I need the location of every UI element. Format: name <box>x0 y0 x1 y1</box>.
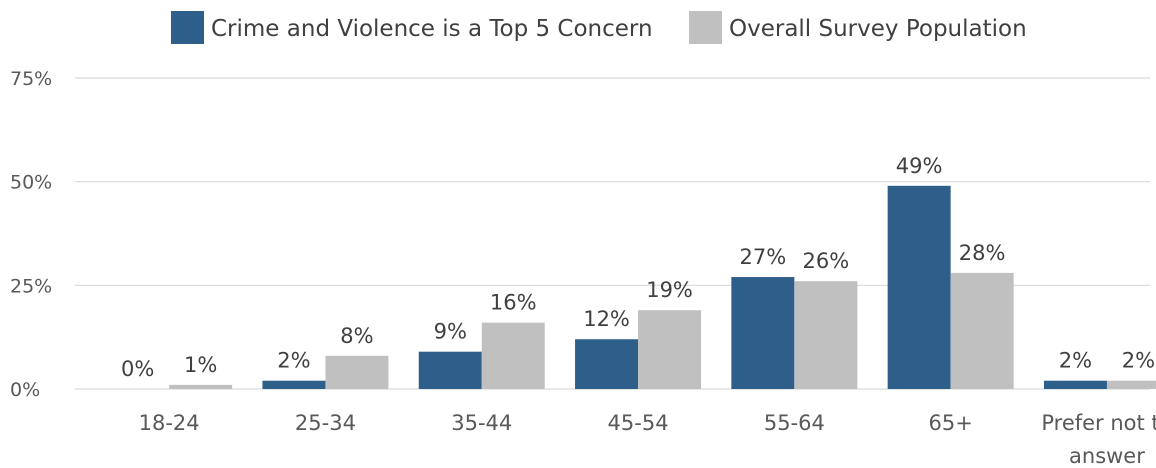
data-label: 16% <box>490 291 537 315</box>
bar-concern <box>887 185 951 389</box>
y-tick-label: 25% <box>10 275 52 297</box>
bar-concern <box>262 380 326 389</box>
data-label: 9% <box>434 320 467 344</box>
data-label: 1% <box>184 353 217 377</box>
legend-swatch <box>171 11 204 44</box>
bar-concern <box>418 351 482 389</box>
data-label: 2% <box>277 349 310 373</box>
data-label: 19% <box>646 278 693 302</box>
data-label: 27% <box>740 245 787 269</box>
x-axis-categories: 18-24 25-34 35-44 45-54 55-64 65+ Prefer not t… <box>139 411 1156 468</box>
data-label: 2% <box>1059 349 1092 373</box>
x-category-label: 35-44 <box>451 411 512 435</box>
bars <box>169 185 1156 389</box>
x-category-label: 65+ <box>928 411 972 435</box>
data-labels: 0% 1% 2% 8% 9% 16% 12% 19% 27% 26% 49% 28% 2% 2% <box>121 154 1155 381</box>
bar-overall <box>950 272 1014 389</box>
data-label: 49% <box>896 154 943 178</box>
x-category-label: Prefer not toanswer <box>1041 411 1156 468</box>
legend-label: Crime and Violence is a Top 5 Concern <box>211 16 653 42</box>
bar-concern <box>1043 380 1107 389</box>
legend-label: Overall Survey Population <box>729 16 1027 42</box>
bar-overall <box>1106 380 1156 389</box>
bar-overall <box>325 355 389 389</box>
bar-overall <box>169 384 233 389</box>
y-tick-label: 75% <box>10 68 52 90</box>
data-label: 2% <box>1122 349 1155 373</box>
bar-overall <box>481 322 545 389</box>
x-category-label: 18-24 <box>139 411 200 435</box>
legend-swatch <box>689 11 722 44</box>
y-axis-ticks: 0% 25% 50% 75% <box>10 68 52 401</box>
data-label: 28% <box>959 241 1006 265</box>
bar-overall <box>638 310 702 389</box>
bar-overall <box>794 281 858 389</box>
data-label: 0% <box>121 357 154 381</box>
data-label: 26% <box>803 249 850 273</box>
y-tick-label: 0% <box>10 379 40 401</box>
data-label: 12% <box>583 307 630 331</box>
x-category-label: 55-64 <box>764 411 825 435</box>
bar-concern <box>731 277 795 389</box>
x-category-label: 25-34 <box>295 411 356 435</box>
legend: Crime and Violence is a Top 5 Concern Ove… <box>171 11 1027 44</box>
x-category-label: 45-54 <box>608 411 669 435</box>
data-label: 8% <box>340 324 373 348</box>
bar-concern <box>575 339 639 389</box>
y-tick-label: 50% <box>10 172 52 194</box>
